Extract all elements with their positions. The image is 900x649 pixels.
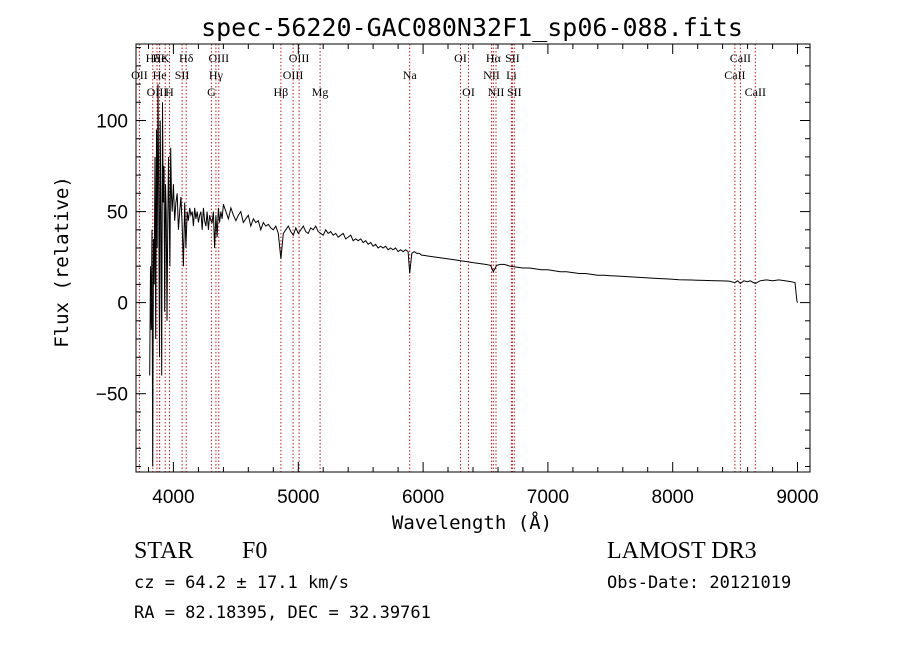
x-tick-label-1: 5000 [277,487,319,508]
object-subclass: F0 [242,538,268,564]
y-axis-label: Flux (relative) [51,176,73,348]
line-label-19: OIII [147,85,168,99]
line-label-22: Hβ [274,85,289,99]
x-tick-label-2: 6000 [402,487,444,508]
line-label-2: K [161,51,170,65]
line-label-1: He [153,51,167,65]
spectrum-line [149,84,798,467]
line-label-10: OII [131,68,148,82]
object-class: STAR [134,538,194,564]
y-tick-label-0: −50 [96,385,128,406]
x-tick-label-0: 4000 [152,487,194,508]
line-label-4: OIII [208,51,229,65]
line-label-13: Hγ [209,68,224,82]
line-label-3: Hδ [179,51,194,65]
line-label-6: OI [454,51,467,65]
x-axis-label: Wavelength (Å) [392,511,552,534]
line-label-24: OI [462,85,475,99]
line-label-8: SII [505,51,520,65]
spectrum-series [149,84,798,467]
y-tick-label-3: 100 [96,112,128,133]
line-label-9: CaII [730,51,751,65]
x-tick-label-4: 8000 [652,487,694,508]
line-label-25: NII [488,85,505,99]
line-label-14: OIII [283,68,304,82]
line-label-11: He [153,68,167,82]
line-label-21: G [207,85,216,99]
x-tick-label-5: 9000 [776,487,818,508]
line-label-5: OIII [289,51,310,65]
line-label-7: Hα [486,51,502,65]
line-label-16: NII [483,68,500,82]
chart-title: spec-56220-GAC080N32F1_sp06-088.fits [201,13,743,42]
observation-date: Obs-Date: 20121019 [607,573,792,593]
redshift-velocity: cz = 64.2 ± 17.1 km/s [134,573,349,593]
line-label-0: Hδ [146,51,161,65]
survey-name: LAMOST DR3 [607,538,757,564]
x-tick-label-3: 7000 [527,487,569,508]
line-label-23: Mg [312,85,329,99]
emission-line-markers [138,44,756,472]
plot-frame [135,43,811,473]
y-tick-label-2: 50 [107,203,128,224]
line-label-15: Na [403,68,418,82]
line-label-18: CaII [724,68,745,82]
coordinates: RA = 82.18395, DEC = 32.39761 [134,603,431,623]
line-label-20: H [165,85,174,99]
line-label-27: CaII [745,85,766,99]
line-label-26: SII [507,85,522,99]
line-label-17: Li [506,68,517,82]
axes: 4000 5000 6000 7000 8000 9000 −50 0 50 100 [96,43,819,508]
y-tick-label-1: 0 [117,294,128,315]
line-label-12: SII [175,68,190,82]
